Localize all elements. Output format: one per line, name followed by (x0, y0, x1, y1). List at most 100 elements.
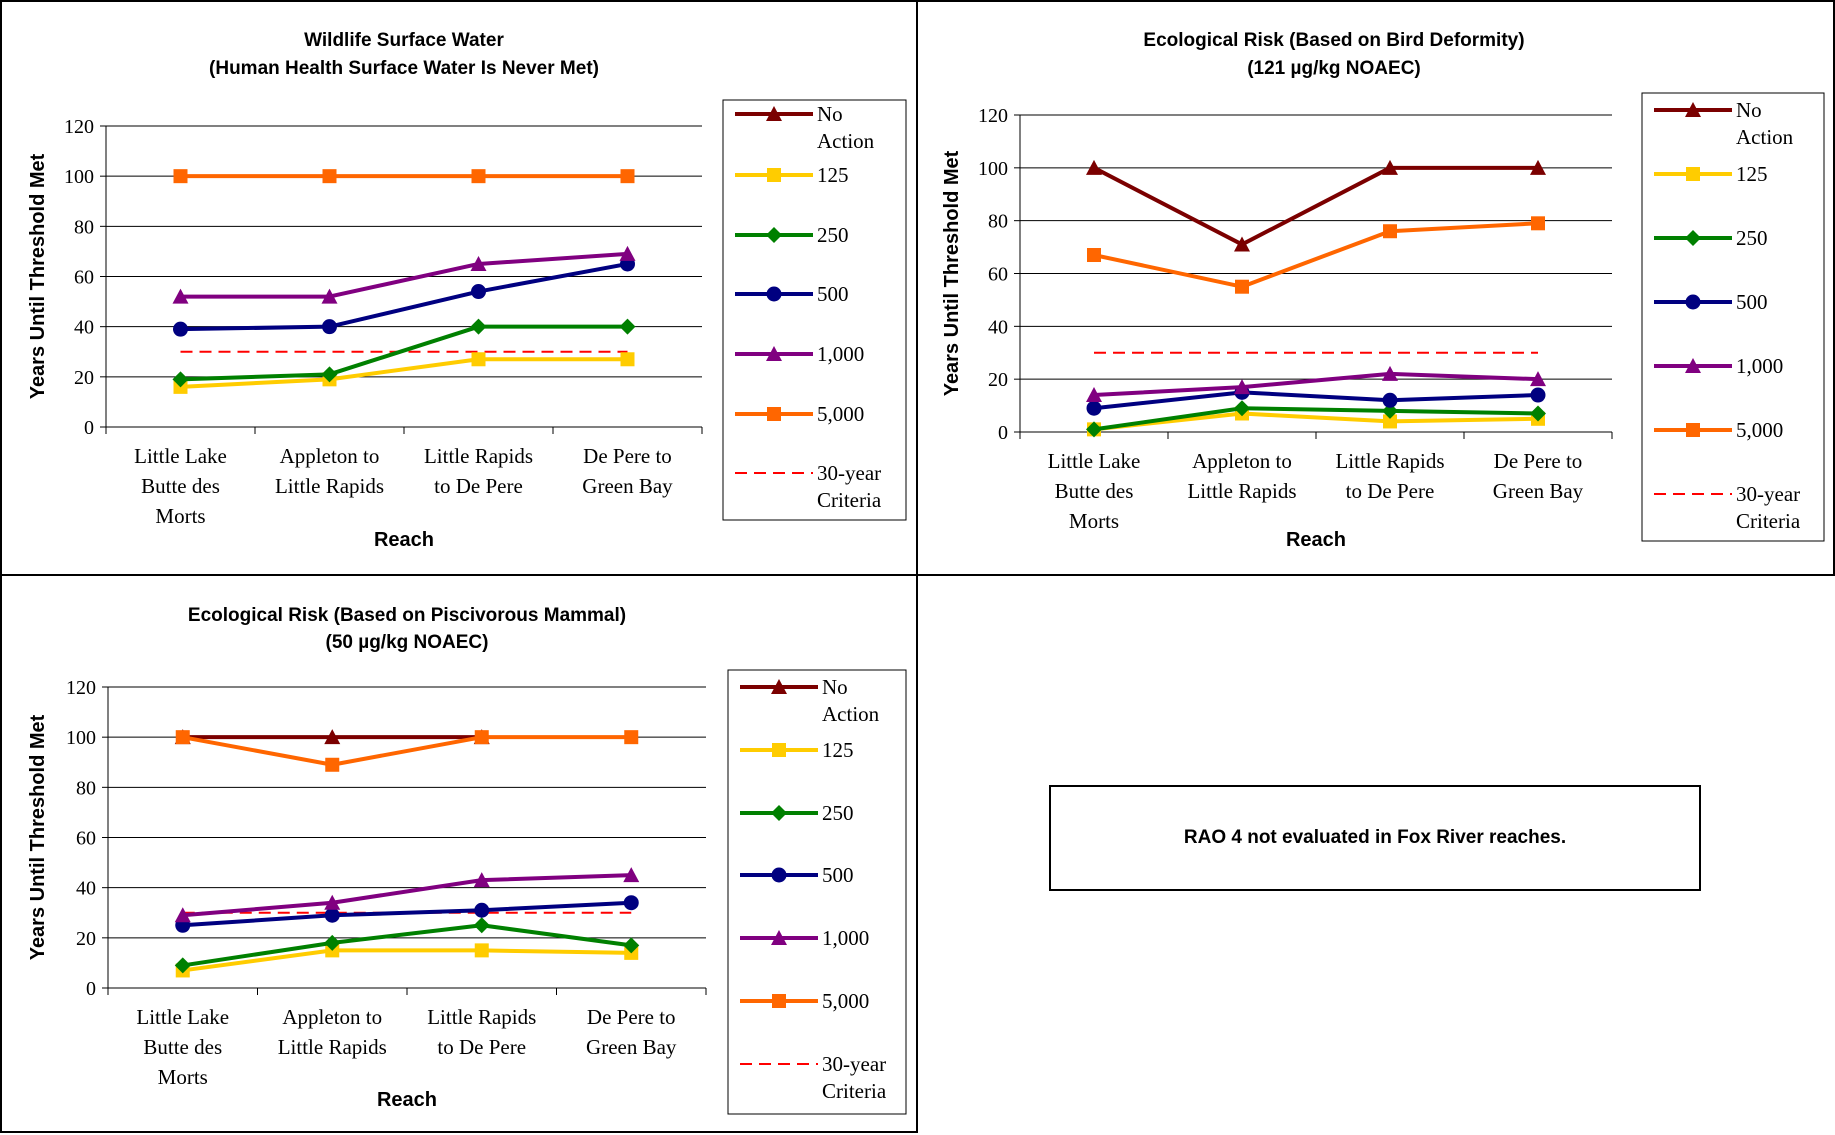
legend-label: 250 (822, 801, 854, 825)
chart-panel-wildlife-surface-water: Wildlife Surface Water (Human Health Surf… (0, 0, 918, 576)
data-point (474, 730, 489, 745)
x-tick-label: De Pere to (587, 1005, 676, 1029)
legend-marker (1685, 294, 1701, 310)
series-line (1093, 406, 1539, 432)
data-point (623, 895, 639, 911)
data-point (173, 321, 188, 337)
data-point (324, 894, 341, 910)
data-point (325, 757, 340, 772)
x-tick-label: Green Bay (582, 474, 673, 498)
chart-title-line: (121 µg/kg NOAEC) (1247, 58, 1421, 79)
data-point (1383, 224, 1397, 239)
legend-marker (766, 286, 782, 302)
chart-title-line: Wildlife Surface Water (304, 30, 504, 51)
series-line (1093, 390, 1539, 411)
chart-title-line: (50 µg/kg NOAEC) (326, 632, 489, 653)
x-tick-label: Little Lake (136, 1005, 229, 1029)
data-point (473, 917, 490, 934)
series-line (180, 261, 628, 332)
series-no-action (1086, 159, 1546, 252)
y-axis-title: Years Until Threshold Met (27, 714, 49, 960)
x-tick-label: Butte des (1055, 479, 1134, 503)
series-5-000 (1087, 216, 1545, 294)
data-point (1086, 159, 1102, 175)
x-tick-label: Green Bay (1493, 479, 1584, 503)
legend-marker (771, 867, 787, 883)
chart-svg-2: Ecological Risk (Based on Bird Deformity… (941, 30, 1825, 551)
x-tick-label: Appleton to (1192, 449, 1292, 473)
legend-label: 125 (817, 163, 849, 187)
y-tick-label: 80 (74, 216, 94, 238)
y-tick-label: 120 (64, 116, 94, 138)
x-tick-label: De Pere to (583, 444, 672, 468)
data-point (623, 867, 640, 883)
x-axis-title: Reach (1286, 529, 1346, 551)
legend-label: Action (817, 129, 875, 153)
note-box: RAO 4 not evaluated in Fox River reaches… (1049, 785, 1701, 891)
series-line (182, 735, 632, 767)
data-point (474, 902, 490, 918)
legend-label: No (1736, 98, 1762, 122)
y-tick-label: 20 (76, 928, 96, 950)
y-tick-label: 100 (978, 158, 1008, 180)
legend-label: No (817, 102, 843, 126)
legend-label: 250 (1736, 226, 1768, 250)
legend-marker (1686, 167, 1700, 181)
data-point (321, 366, 338, 383)
series-line (182, 900, 632, 928)
series-5-000 (173, 169, 635, 184)
data-point (474, 943, 489, 958)
x-tick-label: Butte des (141, 474, 220, 498)
data-point (620, 352, 635, 367)
series-line (182, 923, 632, 968)
legend-marker (767, 168, 781, 182)
data-point (1530, 371, 1546, 387)
series-line (1093, 165, 1538, 247)
chart-svg-3: Ecological Risk (Based on Piscivorous Ma… (27, 605, 907, 1115)
data-point (1086, 400, 1102, 416)
y-tick-label: 120 (66, 677, 96, 699)
series-1-000 (174, 867, 640, 923)
chart-svg-1: Wildlife Surface Water (Human Health Surf… (27, 30, 907, 551)
data-point (619, 318, 636, 335)
legend-label: 1,000 (822, 926, 869, 950)
legend-label: 125 (1736, 162, 1768, 186)
data-point (174, 907, 191, 923)
series-1-000 (172, 245, 636, 304)
y-tick-label: 60 (988, 264, 1008, 286)
chart-title-line: Ecological Risk (Based on Piscivorous Ma… (188, 605, 626, 626)
legend-marker (1686, 423, 1700, 437)
y-tick-label: 80 (988, 211, 1008, 233)
series-500 (1086, 384, 1546, 416)
data-point (1087, 248, 1101, 263)
data-point (1531, 216, 1545, 231)
x-tick-label: Little Rapids (278, 1035, 387, 1059)
x-tick-label: Green Bay (586, 1035, 677, 1059)
data-point (173, 169, 188, 184)
data-point (324, 729, 341, 745)
legend-marker (766, 227, 782, 243)
x-tick-label: Little Rapids (275, 474, 384, 498)
legend-label: 5,000 (1736, 418, 1783, 442)
data-point (619, 245, 636, 261)
series-250 (174, 917, 640, 974)
legend-label: 5,000 (817, 402, 864, 426)
legend-marker (772, 743, 786, 757)
series-line (180, 357, 628, 389)
y-axis-title: Years Until Threshold Met (27, 153, 49, 399)
legend-marker (1685, 102, 1701, 117)
series-250 (172, 318, 636, 388)
data-point (1382, 159, 1398, 175)
data-point (1530, 387, 1546, 403)
y-tick-label: 20 (74, 367, 94, 389)
series-line (1093, 371, 1539, 398)
x-axis-title: Reach (374, 529, 434, 551)
x-tick-label: to De Pere (1346, 479, 1435, 503)
data-point (471, 352, 486, 367)
data-point (1086, 387, 1102, 403)
legend-marker (771, 805, 787, 821)
data-point (175, 730, 190, 745)
note-text: RAO 4 not evaluated in Fox River reaches… (1183, 827, 1567, 848)
x-tick-label: Butte des (143, 1035, 222, 1059)
y-tick-label: 100 (64, 166, 94, 188)
